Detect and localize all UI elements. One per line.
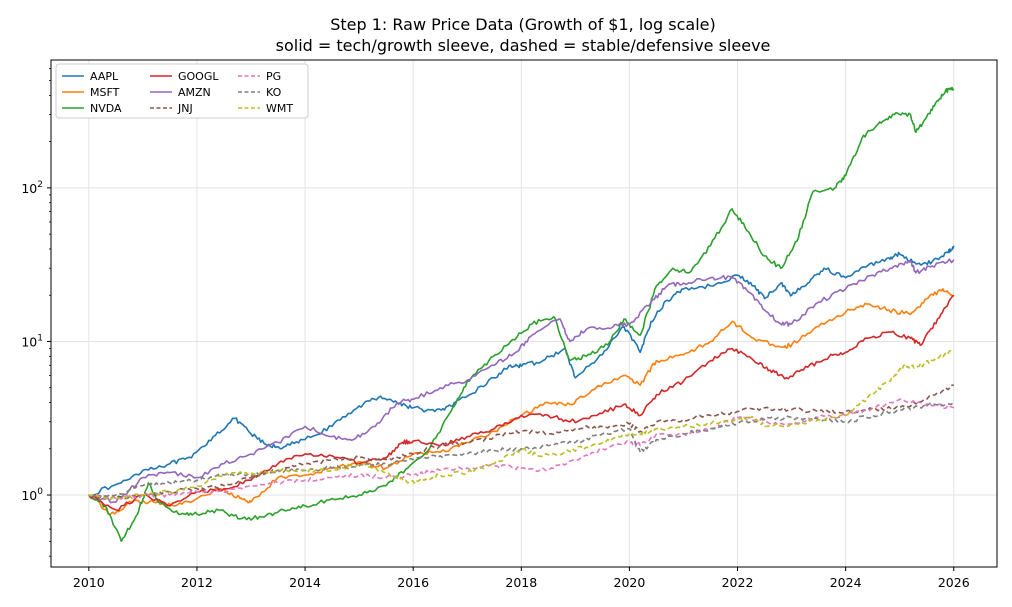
legend-box	[55, 63, 309, 119]
series-line-pg	[88, 398, 955, 500]
y-tick-label: 101	[21, 333, 43, 349]
legend-label-pg: PG	[266, 70, 281, 83]
series-line-nvda	[88, 86, 955, 543]
x-tick-label: 2026	[938, 575, 970, 590]
series-layer	[88, 86, 955, 543]
series-line-ko	[88, 401, 955, 498]
x-tick-label: 2018	[505, 575, 537, 590]
series-line-amzn	[88, 258, 955, 504]
legend-label-jnj: JNJ	[177, 102, 193, 115]
x-tick-label: 2020	[614, 575, 646, 590]
legend-label-nvda: NVDA	[90, 102, 122, 115]
axis-layer: 2010 2012 2014 2016 2018 2020 2022 2024 2026 100 1…	[21, 67, 970, 590]
series-line-msft	[88, 288, 955, 515]
legend-label-ko: KO	[266, 86, 282, 99]
y-tick-label: 102	[21, 180, 43, 196]
x-tick-label: 2016	[397, 575, 429, 590]
y-tick-label: 100	[21, 487, 43, 503]
legend: AAPL MSFT NVDA GOOGL AMZN JNJ PG KO WMT	[55, 63, 309, 119]
chart-subtitle: solid = tech/growth sleeve, dashed = sta…	[276, 36, 771, 55]
x-tick-label: 2010	[73, 575, 105, 590]
x-tick-label: 2014	[289, 575, 321, 590]
legend-label-googl: GOOGL	[178, 70, 219, 83]
chart-title: Step 1: Raw Price Data (Growth of $1, lo…	[330, 15, 716, 34]
series-line-jnj	[88, 384, 954, 500]
legend-label-msft: MSFT	[90, 86, 120, 99]
series-line-wmt	[88, 349, 954, 501]
legend-label-amzn: AMZN	[178, 86, 211, 99]
plot-area-frame	[50, 59, 998, 568]
grid-layer	[51, 60, 997, 567]
legend-label-aapl: AAPL	[90, 70, 119, 83]
x-tick-label: 2012	[181, 575, 213, 590]
x-tick-label: 2024	[830, 575, 862, 590]
legend-label-wmt: WMT	[266, 102, 293, 115]
x-tick-label: 2022	[722, 575, 754, 590]
